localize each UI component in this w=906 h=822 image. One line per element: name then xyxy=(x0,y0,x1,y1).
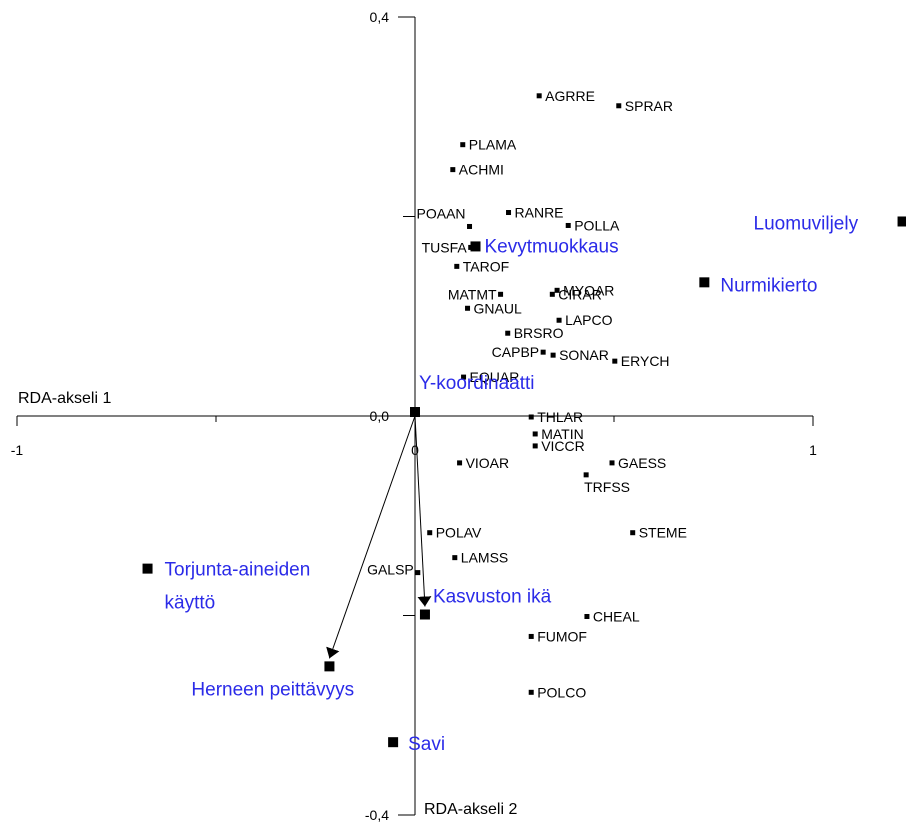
y-axis-title: RDA-akseli 2 xyxy=(424,801,517,818)
axes: -1 0 1 0,4 0,0 -0,4 RDA-akseli 1 RDA-akseli 2 xyxy=(11,9,817,822)
x-tick-label: -1 xyxy=(11,442,24,458)
environment-arrow xyxy=(414,415,432,607)
environment-label: Torjunta-aineiden käyttö xyxy=(165,560,311,614)
species-label: MATIN xyxy=(541,426,584,442)
species-label: GALSP xyxy=(367,562,414,578)
species-marker xyxy=(452,555,458,561)
species-marker xyxy=(528,633,534,639)
environment-label: Herneen peittävyys xyxy=(191,679,354,700)
environment-marker xyxy=(410,407,420,418)
species-marker xyxy=(554,287,560,293)
species-points: AGRRE SPRAR PLAMA ACHMI RANRE POAAN POLLA TUSFA… xyxy=(367,88,687,701)
species-marker xyxy=(467,223,473,229)
species-label: LAMSS xyxy=(461,550,508,566)
species-label: VIOAR xyxy=(466,455,510,471)
environment-marker xyxy=(324,661,335,672)
species-label: RANRE xyxy=(515,205,564,221)
species-label: STEME xyxy=(639,525,687,541)
x-tick-label: 0 xyxy=(411,442,419,458)
species-marker xyxy=(465,305,471,311)
environment-label: Savi xyxy=(408,734,445,755)
species-marker xyxy=(609,460,615,466)
species-marker xyxy=(565,222,571,228)
species-label: TUSFA xyxy=(422,239,468,255)
environment-marker xyxy=(470,241,481,252)
species-marker xyxy=(528,414,534,420)
environment-marker xyxy=(419,609,430,620)
species-label: POLLA xyxy=(574,217,620,233)
environment-marker xyxy=(699,277,710,288)
species-label: EQUAR xyxy=(470,369,520,385)
environment-label: Luomuviljely xyxy=(754,213,859,234)
y-tick-label: 0,4 xyxy=(370,9,390,25)
species-marker xyxy=(457,460,463,466)
environment-marker xyxy=(388,737,399,748)
species-label: GNAUL xyxy=(474,300,522,316)
environment-label: Y-koordinaatti xyxy=(419,373,534,394)
x-axis-title: RDA-akseli 1 xyxy=(18,390,111,407)
species-marker xyxy=(498,291,504,297)
species-label: ERYCH xyxy=(621,353,670,369)
species-label: CIRAR xyxy=(558,286,602,302)
species-label: FUMOF xyxy=(537,628,587,644)
species-marker xyxy=(506,210,512,216)
environment-points: Luomuviljely Nurmikierto Kevytmuokkaus Y-ko… xyxy=(142,213,906,755)
species-label: VICCR xyxy=(541,438,585,454)
species-marker xyxy=(528,689,534,695)
species-marker xyxy=(616,103,622,109)
species-marker xyxy=(427,530,433,536)
environment-marker xyxy=(897,216,906,227)
species-marker xyxy=(550,352,556,358)
species-label: BRSRO xyxy=(514,325,564,341)
species-label: POLAV xyxy=(436,525,482,541)
species-label: ACHMI xyxy=(459,162,504,178)
species-marker xyxy=(415,570,421,576)
species-marker xyxy=(454,263,460,269)
environment-arrows xyxy=(326,415,432,659)
environment-marker xyxy=(142,563,153,574)
species-label: AGRRE xyxy=(545,88,595,104)
environment-label: Kasvuston ikä xyxy=(433,587,552,608)
species-marker xyxy=(536,93,542,99)
species-label: THLAR xyxy=(537,409,583,425)
species-marker xyxy=(630,530,636,536)
species-label: TRFSS xyxy=(584,479,630,495)
species-label: CAPBP xyxy=(492,344,539,360)
species-marker xyxy=(540,349,546,355)
species-label: POLCO xyxy=(537,684,586,700)
environment-label: Kevytmuokkaus xyxy=(484,236,618,257)
species-marker xyxy=(461,374,467,380)
species-marker xyxy=(584,613,590,619)
species-label: LAPCO xyxy=(565,312,613,328)
species-marker xyxy=(532,443,538,449)
species-label: MYOAR xyxy=(563,282,614,298)
species-label: GAESS xyxy=(618,455,666,471)
species-label: CHEAL xyxy=(593,608,640,624)
species-marker xyxy=(556,317,562,323)
y-tick-label: -0,4 xyxy=(365,807,389,822)
species-marker xyxy=(532,431,538,437)
species-label: MATMT xyxy=(448,286,497,302)
y-tick-label: 0,0 xyxy=(370,408,390,424)
environment-arrow xyxy=(326,415,416,659)
species-label: SPRAR xyxy=(625,98,673,114)
environment-label: Nurmikierto xyxy=(720,275,817,296)
x-tick-label: 1 xyxy=(809,442,817,458)
species-marker xyxy=(505,330,511,336)
species-marker xyxy=(583,472,589,478)
species-marker xyxy=(450,167,456,173)
species-label: SONAR xyxy=(559,347,609,363)
species-marker xyxy=(612,358,618,364)
species-label: TAROF xyxy=(463,258,509,274)
species-label: POAAN xyxy=(417,205,466,221)
species-marker xyxy=(549,291,555,297)
species-marker xyxy=(460,142,466,148)
species-label: PLAMA xyxy=(469,137,517,153)
